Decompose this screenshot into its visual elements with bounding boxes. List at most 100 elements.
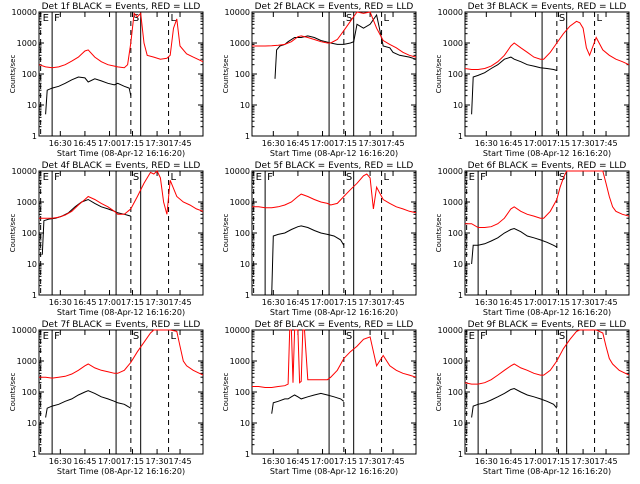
y-tick-label: 100 (448, 388, 463, 397)
y-axis-label: Counts/sec (222, 214, 230, 253)
x-tick-label: 17:45 (169, 457, 192, 466)
x-tick-label: 17:00 (98, 139, 121, 148)
chart-title: Det 1f BLACK = Events, RED = LLD (42, 2, 201, 12)
marker-label-E: E (43, 172, 49, 183)
panel-9: Det 9f BLACK = Events, RED = LLD 1 10 100 10… (435, 320, 630, 476)
x-tick-label: 16:30 (262, 139, 285, 148)
y-tick-label: 1000 (230, 198, 250, 207)
y-tick-label: 1000 (443, 198, 463, 207)
x-tick-label: 17:45 (595, 139, 618, 148)
x-tick-label: 17:30 (146, 298, 169, 307)
x-tick-label: 17:15 (334, 298, 357, 307)
series-red (39, 170, 204, 219)
series-black (471, 387, 558, 418)
x-tick-label: 17:00 (524, 298, 547, 307)
chart-title: Det 7f BLACK = Events, RED = LLD (42, 320, 201, 330)
x-tick-label: 16:30 (49, 139, 72, 148)
x-tick-label: 17:45 (382, 139, 405, 148)
marker-label-S: S (559, 13, 565, 24)
series-black (471, 56, 557, 115)
x-axis-label: Start Time (08-Apr-12 16:16:20) (483, 149, 611, 158)
panel-8: Det 8f BLACK = Events, RED = LLD 1 10 100 10… (222, 320, 417, 476)
series-red (38, 12, 204, 69)
y-tick-label: 10 (240, 260, 250, 269)
x-tick-label: 17:15 (547, 457, 570, 466)
y-tick-label: 100 (448, 229, 463, 238)
marker-label-L: L (171, 331, 177, 342)
y-tick-label: 1 (458, 291, 463, 300)
x-axis-label: Start Time (08-Apr-12 16:16:20) (57, 149, 185, 158)
marker-label-L: L (384, 13, 390, 24)
series-black (45, 76, 132, 115)
x-tick-label: 16:30 (49, 298, 72, 307)
marker-label-L: L (597, 172, 603, 183)
marker-label-F: F (54, 172, 60, 183)
x-axis-label: Start Time (08-Apr-12 16:16:20) (57, 467, 185, 476)
y-tick-label: 10 (453, 260, 463, 269)
x-tick-label: 17:00 (98, 457, 121, 466)
marker-label-S: S (559, 172, 565, 183)
marker-label-E: E (43, 331, 49, 342)
x-tick-label: 16:45 (499, 457, 522, 466)
y-axis-label: Counts/sec (435, 214, 443, 253)
marker-label-L: L (171, 13, 177, 24)
x-tick-label: 17:00 (98, 298, 121, 307)
y-tick-label: 1 (245, 291, 250, 300)
marker-label-S: S (559, 331, 565, 342)
x-tick-label: 16:45 (286, 457, 309, 466)
chart-title: Det 5f BLACK = Events, RED = LLD (255, 161, 414, 171)
x-tick-label: 17:15 (121, 457, 144, 466)
y-tick-label: 1000 (17, 198, 37, 207)
marker-label-S: S (133, 13, 139, 24)
x-tick-label: 17:45 (595, 298, 618, 307)
x-tick-label: 16:30 (475, 457, 498, 466)
y-tick-label: 1000 (443, 357, 463, 366)
x-tick-label: 16:45 (499, 139, 522, 148)
marker-label-L: L (597, 331, 603, 342)
x-tick-label: 17:30 (572, 298, 595, 307)
marker-label-L: L (384, 331, 390, 342)
x-tick-label: 16:30 (475, 139, 498, 148)
y-tick-label: 100 (22, 70, 37, 79)
x-tick-label: 17:15 (334, 457, 357, 466)
marker-label-F: F (54, 13, 60, 24)
y-tick-label: 1 (245, 132, 250, 141)
y-tick-label: 10 (240, 419, 250, 428)
y-tick-label: 10 (27, 101, 37, 110)
chart-title: Det 8f BLACK = Events, RED = LLD (255, 320, 414, 330)
y-tick-label: 1 (245, 450, 250, 459)
x-axis-label: Start Time (08-Apr-12 16:16:20) (270, 149, 398, 158)
y-tick-label: 1000 (17, 357, 37, 366)
panel-2: Det 2f BLACK = Events, RED = LLD 1 10 100 10… (222, 2, 417, 158)
y-tick-label: 10000 (225, 8, 250, 17)
marker-label-L: L (171, 172, 177, 183)
y-tick-label: 100 (235, 229, 250, 238)
x-tick-label: 17:00 (524, 457, 547, 466)
x-tick-label: 17:15 (121, 139, 144, 148)
x-axis-label: Start Time (08-Apr-12 16:16:20) (57, 308, 185, 317)
plot-frame (38, 329, 204, 455)
y-axis-label: Counts/sec (435, 373, 443, 412)
y-tick-label: 10000 (438, 326, 463, 335)
panel-4: Det 4f BLACK = Events, RED = LLD 1 10 100 10… (9, 161, 204, 317)
x-tick-label: 16:30 (49, 457, 72, 466)
y-tick-label: 10000 (438, 8, 463, 17)
y-tick-label: 10000 (12, 167, 37, 176)
marker-label-S: S (346, 172, 352, 183)
y-axis-label: Counts/sec (222, 373, 230, 412)
x-tick-label: 17:15 (547, 139, 570, 148)
y-tick-label: 10 (453, 101, 463, 110)
x-tick-label: 17:30 (359, 457, 382, 466)
x-tick-label: 17:30 (359, 298, 382, 307)
panel-7: Det 7f BLACK = Events, RED = LLD 1 10 100 10… (9, 320, 204, 476)
x-tick-label: 17:45 (595, 457, 618, 466)
y-tick-label: 10 (27, 419, 37, 428)
x-tick-label: 16:45 (73, 139, 96, 148)
series-red (464, 329, 630, 385)
x-tick-label: 17:30 (572, 139, 595, 148)
x-axis-label: Start Time (08-Apr-12 16:16:20) (270, 308, 398, 317)
x-tick-label: 17:15 (121, 298, 144, 307)
y-axis-label: Counts/sec (9, 373, 17, 412)
x-tick-label: 16:45 (73, 298, 96, 307)
